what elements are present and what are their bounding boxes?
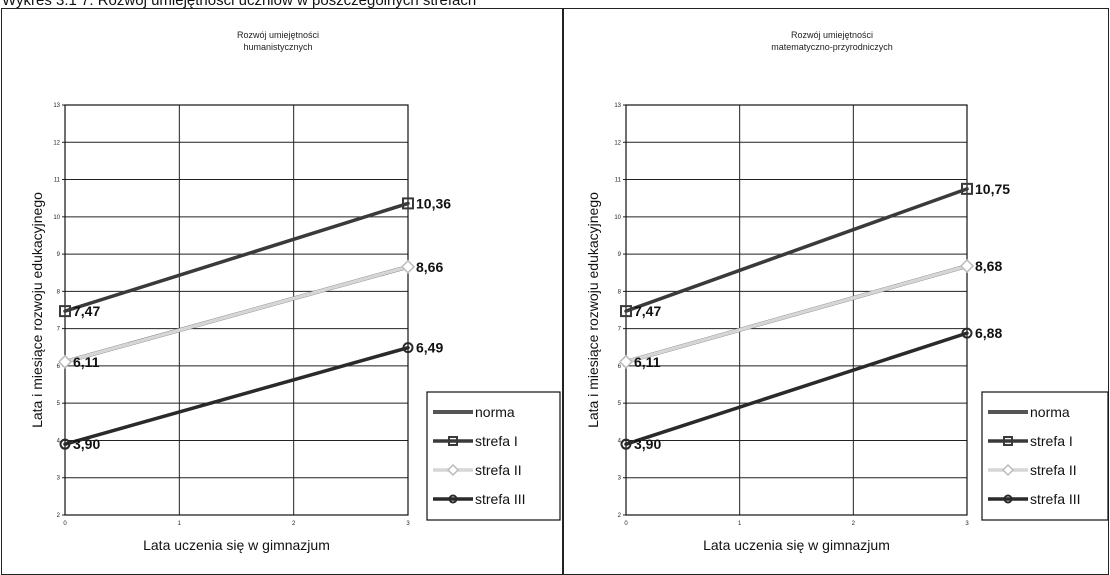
series-point [57, 354, 73, 369]
figure-caption: Wykres 3.1 7. Rozwój umiejętności ucznió… [2, 0, 477, 9]
x-tick-label: 1 [178, 521, 182, 527]
y-axis-label: Lata i miesiące rozwoju edukacyjnego [585, 192, 601, 428]
y-tick-label: 13 [614, 103, 621, 109]
chart-title-line: Rozwój umiejętności [237, 30, 319, 40]
y-tick-label: 9 [618, 252, 622, 258]
x-tick-label: 3 [965, 521, 969, 527]
y-tick-label: 10 [53, 215, 60, 221]
series-line-strefa-III [63, 345, 410, 446]
data-label: 6,11 [634, 354, 661, 370]
series-point [59, 305, 71, 318]
data-label: 6,88 [975, 325, 1002, 341]
series-point [961, 182, 973, 195]
series-line-strefa-II [624, 264, 969, 364]
legend-label: strefa II [475, 462, 522, 478]
y-tick-label: 3 [57, 476, 61, 482]
legend-label: strefa I [1030, 433, 1073, 449]
y-tick-label: 5 [618, 401, 622, 407]
series-point [959, 258, 975, 274]
y-tick-label: 12 [53, 140, 60, 146]
data-label: 3,90 [634, 436, 661, 452]
data-label: 7,47 [634, 303, 661, 319]
legend-label: strefa II [1030, 462, 1077, 478]
legend-marker [1003, 494, 1013, 504]
chart-1: Rozwój umiejętności humanistycznych 2 3 4 5 6 7… [29, 30, 561, 553]
legend-marker [448, 494, 458, 504]
series-point [400, 259, 416, 274]
series-point [402, 342, 414, 354]
x-axis-label: Lata uczenia się w gimnazjum [143, 537, 330, 553]
legend-marker [1003, 436, 1013, 446]
series-point [618, 354, 634, 369]
y-tick-label: 13 [53, 103, 60, 109]
x-tick-label: 2 [292, 521, 296, 527]
y-tick-label: 6 [57, 364, 61, 370]
data-label: 7,47 [73, 303, 100, 319]
x-tick-label: 1 [738, 521, 742, 527]
chart-title: Rozwój umiejętności matematyczno-przyrodn… [771, 30, 893, 52]
y-tick-label: 8 [618, 289, 622, 295]
y-tick-label: 9 [57, 252, 61, 258]
y-tick-label: 8 [57, 289, 61, 295]
plot-area [64, 104, 409, 516]
series-line-strefa-III [624, 331, 969, 446]
y-tick-label: 11 [54, 178, 61, 184]
legend-label: strefa III [475, 491, 526, 507]
y-tick-label: 3 [618, 476, 622, 482]
legend-label: norma [475, 404, 515, 420]
chart-2: Rozwój umiejętności matematyczno-przyrodn… [585, 30, 1109, 553]
y-tick-label: 4 [57, 438, 61, 444]
y-tick-label: 6 [618, 364, 622, 370]
y-axis-label: Lata i miesiące rozwoju edukacyjnego [29, 192, 45, 428]
data-label: 6,49 [416, 340, 443, 356]
x-tick-label: 2 [852, 521, 856, 527]
series-point [59, 438, 71, 450]
legend-marker [446, 463, 460, 477]
data-label: 8,66 [416, 259, 443, 275]
y-tick-label: 12 [614, 140, 621, 146]
y-tick-label: 2 [618, 513, 622, 519]
data-label: 10,36 [416, 195, 451, 211]
plot-area [625, 104, 968, 516]
series-point [620, 438, 632, 450]
series-point [961, 327, 973, 339]
y-tick-label: 11 [615, 178, 622, 184]
x-tick-label: 0 [63, 521, 67, 527]
legend-marker [448, 436, 458, 446]
legend-label: strefa III [1030, 491, 1081, 507]
data-label: 10,75 [975, 181, 1010, 197]
data-label: 8,68 [975, 258, 1002, 274]
series-line-strefa-I [624, 187, 969, 313]
series-point [620, 305, 632, 318]
data-label: 3,90 [73, 436, 100, 452]
series-line-strefa-I [63, 201, 410, 313]
x-tick-label: 3 [406, 521, 410, 527]
y-tick-label: 4 [618, 438, 622, 444]
chart-title-line: humanistycznych [243, 42, 312, 52]
legend-marker [1001, 463, 1015, 477]
chart-title-line: Rozwój umiejętności [791, 30, 873, 40]
data-label: 6,11 [73, 354, 100, 370]
x-axis-label: Lata uczenia się w gimnazjum [703, 537, 890, 553]
legend-label: norma [1030, 404, 1070, 420]
chart-title: Rozwój umiejętności humanistycznych [237, 30, 319, 52]
y-tick-label: 5 [57, 401, 61, 407]
y-tick-label: 10 [614, 215, 621, 221]
y-tick-label: 7 [57, 327, 61, 333]
series-point [402, 197, 414, 210]
chart-title-line: matematyczno-przyrodniczych [771, 42, 893, 52]
series-line-strefa-II [63, 265, 410, 364]
x-tick-label: 0 [624, 521, 628, 527]
y-tick-label: 2 [57, 513, 61, 519]
y-tick-label: 7 [618, 327, 622, 333]
legend-label: strefa I [475, 433, 518, 449]
